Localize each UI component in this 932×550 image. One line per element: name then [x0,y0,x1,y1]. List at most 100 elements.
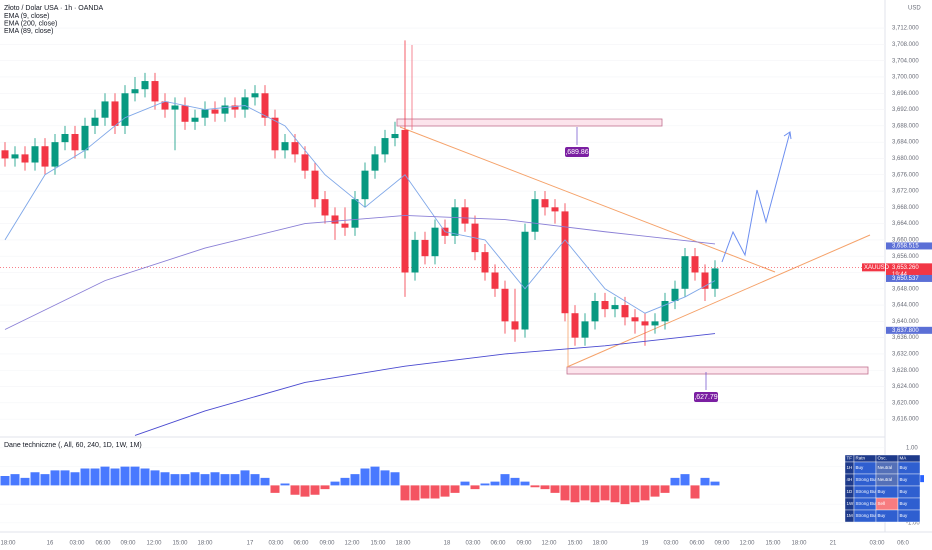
x-tick-label: 18 [444,541,451,547]
histogram-bar [110,468,120,486]
y-tick-label: 3,708.000 [892,42,919,48]
histogram-bar [540,485,550,490]
histogram-bar [670,477,680,486]
candle-body [341,223,349,228]
x-tick-label: 03:00 [268,541,284,547]
zone-box[interactable] [396,118,663,127]
legend-entry: EMA (9, close) [4,13,50,20]
histogram-bar [210,472,220,486]
y-tick-label: 3,668.000 [892,205,919,211]
table-text: Buy [856,465,865,470]
candle-body [211,109,219,114]
histogram-bar [200,474,210,486]
y-tick-label: 3,632.000 [892,352,919,358]
x-tick-label: 03:00 [869,541,885,547]
zone-box[interactable] [566,366,869,375]
candle-body [521,231,529,330]
table-text: 1D [847,489,854,494]
trend-line[interactable] [399,126,776,273]
histogram-bar [170,474,180,486]
histogram-bar [650,485,660,497]
symbol-label: XAUUSD [864,265,890,271]
histogram-bar [370,466,380,486]
symbol-tag [862,263,885,272]
candle-body [101,101,109,118]
histogram-bar [10,474,20,486]
symbol-title: Złoto / Dolar USA · 1h · OANDA [4,5,104,12]
histogram-bar [700,477,710,486]
histogram-bar [140,468,150,486]
table-header: TF [847,456,853,461]
projection-arrow [783,131,792,140]
candle-body [391,134,399,139]
x-tick-label: 15:00 [765,541,781,547]
x-tick-label: 12:00 [541,541,557,547]
x-tick-label: 15:00 [567,541,583,547]
histogram-bar [230,474,240,486]
candle-body [581,321,589,338]
histogram-bar [440,485,450,497]
y-tick-label: 3,672.000 [892,189,919,195]
table-text: Buy [900,489,909,494]
candle-body [331,215,339,224]
histogram-bar [480,483,490,486]
y-tick-label: 3,704.000 [892,58,919,64]
candle-body [271,117,279,151]
table-text: Neutral [878,477,893,482]
histogram-bar [560,485,570,501]
candle-body [111,101,119,126]
candle-body [201,109,209,118]
table-text: Buy [878,489,887,494]
histogram-bar [30,472,40,486]
candle-body [311,170,319,200]
y-tick-label: 3,700.000 [892,75,919,81]
y-tick-label: 3,620.000 [892,400,919,406]
table-header: Osc. [878,456,887,461]
candle-body [571,313,579,338]
x-tick-label: 16 [47,541,54,547]
histogram-bar [380,470,390,486]
candle-body [551,207,559,212]
candle-body [361,170,369,200]
x-tick-label: 03:00 [465,541,481,547]
candle-body [291,142,299,155]
histogram-bar [430,485,440,499]
histogram-bar [90,468,100,486]
histogram-bar [180,474,190,486]
y-tick-label: 3,616.000 [892,417,919,423]
table-header: Ratn [856,456,866,461]
candle-body [181,105,189,122]
x-tick-label: 06:00 [293,541,309,547]
candle-body [31,146,39,163]
y-tick-label: 3,712.000 [892,26,919,32]
ind-tick-label: -1.00 [906,520,920,526]
candle-body [701,272,709,289]
trend-line[interactable] [566,234,871,368]
candle-body [671,288,679,301]
table-text: Strong Buy [856,513,879,518]
x-tick-label: 15:00 [172,541,188,547]
histogram-bar [580,485,590,501]
table-text: Buy [900,513,909,518]
histogram-bar [310,485,320,495]
y-tick-label: 3,676.000 [892,172,919,178]
table-text: Buy [900,465,909,470]
histogram-bar [150,470,160,486]
y-tick-label: 3,628.000 [892,368,919,374]
table-text: Buy [900,477,909,482]
candle-body [301,154,309,171]
legend-entry: EMA (89, close) [4,28,53,35]
histogram-bar [100,466,110,486]
table-text: 1H [847,465,853,470]
candle-body [431,227,439,257]
table-cell [897,509,921,523]
histogram-bar [690,485,700,499]
ema-line [134,333,716,436]
legend-entry: EMA (200, close) [4,20,57,27]
candle-body [421,239,429,257]
price-tag-label: 3,637.800 [892,328,919,334]
candle-body [711,268,719,289]
y-tick-label: 3,660.000 [892,237,919,243]
candle-body [351,199,359,228]
